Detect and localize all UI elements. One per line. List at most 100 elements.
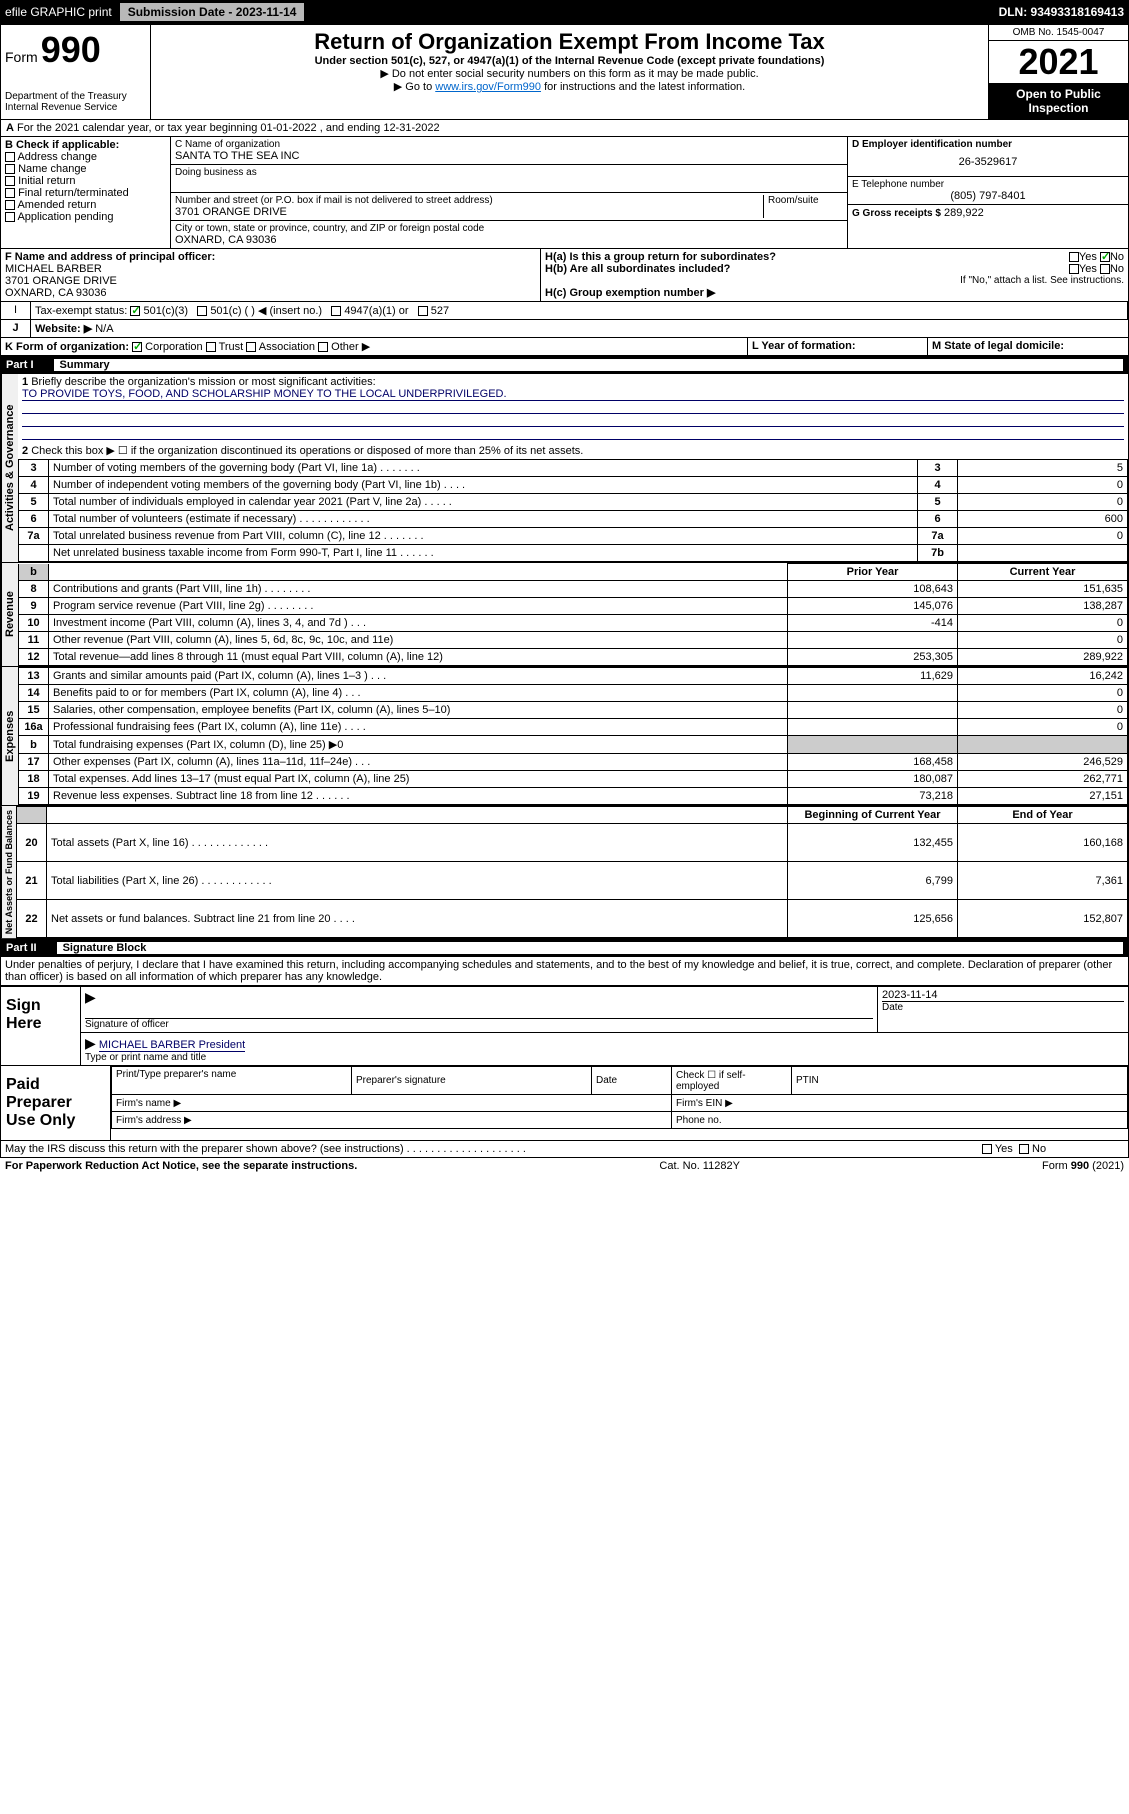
b-item: Initial return: [5, 175, 166, 187]
line-number: 3: [19, 460, 49, 477]
expenses-section: Expenses 13 Grants and similar amounts p…: [0, 667, 1129, 806]
firm-ein-label: Firm's EIN ▶: [676, 1098, 733, 1109]
may-yes[interactable]: [982, 1144, 992, 1154]
current-year-value: 16,242: [958, 668, 1128, 685]
governance-table: 3 Number of voting members of the govern…: [18, 459, 1128, 562]
officer-addr1: 3701 ORANGE DRIVE: [5, 275, 536, 287]
line-label: Total assets (Part X, line 16) . . . . .…: [47, 824, 788, 862]
line-number: 20: [17, 824, 47, 862]
line-number: 10: [19, 615, 49, 632]
line-value: 0: [958, 494, 1128, 511]
self-employed-label: Check ☐ if self-employed: [676, 1070, 787, 1092]
submission-date-btn[interactable]: Submission Date - 2023-11-14: [120, 3, 305, 21]
checkbox-address[interactable]: [5, 152, 15, 162]
may-irs-row: May the IRS discuss this return with the…: [0, 1141, 1129, 1158]
current-year-value: 0: [958, 632, 1128, 649]
print-name-label: Print/Type preparer's name: [116, 1069, 347, 1080]
line-label: Number of independent voting members of …: [49, 477, 918, 494]
cb-other[interactable]: [318, 342, 328, 352]
g-label: G Gross receipts $: [852, 208, 941, 219]
line-label: Total unrelated business revenue from Pa…: [49, 528, 918, 545]
cb-4947[interactable]: [331, 306, 341, 316]
cb-trust[interactable]: [206, 342, 216, 352]
gross-receipts: 289,922: [944, 207, 984, 219]
hb-no[interactable]: [1100, 264, 1110, 274]
prior-year-value: [788, 736, 958, 754]
ha-no[interactable]: [1100, 252, 1110, 262]
cb-501c3[interactable]: [130, 306, 140, 316]
line-label: Other revenue (Part VIII, column (A), li…: [49, 632, 788, 649]
line-label: Net assets or fund balances. Subtract li…: [47, 900, 788, 938]
line-label: Total number of individuals employed in …: [49, 494, 918, 511]
current-year-value: 151,635: [958, 581, 1128, 598]
street: 3701 ORANGE DRIVE: [175, 206, 763, 218]
ha-label: H(a) Is this a group return for subordin…: [545, 251, 776, 263]
line-number: 12: [19, 649, 49, 666]
cb-527[interactable]: [418, 306, 428, 316]
warn2-pre: ▶ Go to: [394, 81, 435, 93]
phone: (805) 797-8401: [852, 190, 1124, 202]
prior-year-value: [788, 632, 958, 649]
line-number: 19: [19, 788, 49, 805]
penalties-text: Under penalties of perjury, I declare th…: [0, 957, 1129, 986]
f-label: F Name and address of principal officer:: [5, 251, 536, 263]
line-number: 8: [19, 581, 49, 598]
checkbox-initial[interactable]: [5, 176, 15, 186]
current-year-value: 160,168: [958, 824, 1128, 862]
prior-year-value: -414: [788, 615, 958, 632]
officer-addr2: OXNARD, CA 93036: [5, 287, 536, 299]
sig-date: 2023-11-14: [882, 989, 1124, 1001]
checkbox-application[interactable]: [5, 212, 15, 222]
current-year-value: 0: [958, 685, 1128, 702]
tax-year: 2021: [989, 41, 1128, 83]
firm-addr-label: Firm's address ▶: [116, 1115, 192, 1126]
cb-assoc[interactable]: [246, 342, 256, 352]
part2-header: Part II Signature Block: [0, 939, 1129, 957]
current-year-value: 289,922: [958, 649, 1128, 666]
line-number: 14: [19, 685, 49, 702]
type-label: Type or print name and title: [85, 1052, 1124, 1063]
warn2: ▶ Go to www.irs.gov/Form990 for instruct…: [155, 80, 984, 93]
footer: For Paperwork Reduction Act Notice, see …: [0, 1158, 1129, 1174]
irs-link[interactable]: www.irs.gov/Form990: [435, 81, 541, 93]
room-label: Room/suite: [768, 195, 843, 206]
org-name: SANTA TO THE SEA INC: [175, 150, 843, 162]
current-year-value: 27,151: [958, 788, 1128, 805]
prior-year-value: 6,799: [788, 862, 958, 900]
line-label: Total number of volunteers (estimate if …: [49, 511, 918, 528]
cb-corp[interactable]: [132, 342, 142, 352]
ha-yes[interactable]: [1069, 252, 1079, 262]
b-item: Amended return: [5, 199, 166, 211]
hb-label: H(b) Are all subordinates included?: [545, 263, 730, 275]
checkbox-final[interactable]: [5, 188, 15, 198]
cb-501c[interactable]: [197, 306, 207, 316]
prior-year-value: 11,629: [788, 668, 958, 685]
line-number: [19, 545, 49, 562]
checkbox-amended[interactable]: [5, 200, 15, 210]
line-box: 3: [918, 460, 958, 477]
line-label: Net unrelated business taxable income fr…: [49, 545, 918, 562]
website: N/A: [95, 323, 113, 335]
sign-here-section: Sign Here ▶ Signature of officer 2023-11…: [0, 986, 1129, 1066]
cat-no: Cat. No. 11282Y: [659, 1160, 740, 1172]
line2: Check this box ▶ ☐ if the organization d…: [31, 445, 583, 457]
hb-yes[interactable]: [1069, 264, 1079, 274]
line-number: 4: [19, 477, 49, 494]
street-label: Number and street (or P.O. box if mail i…: [175, 195, 763, 206]
calendar-text: For the 2021 calendar year, or tax year …: [17, 122, 440, 134]
line-box: 6: [918, 511, 958, 528]
current-year-value: 0: [958, 719, 1128, 736]
d-label: D Employer identification number: [852, 139, 1124, 150]
line-box: 7b: [918, 545, 958, 562]
prior-year-value: 168,458: [788, 754, 958, 771]
checkbox-name[interactable]: [5, 164, 15, 174]
line-label: Total liabilities (Part X, line 26) . . …: [47, 862, 788, 900]
may-no[interactable]: [1019, 1144, 1029, 1154]
k-l-m-row: K Form of organization: Corporation Trus…: [0, 338, 1129, 356]
form-header: Form 990 Department of the Treasury Inte…: [0, 24, 1129, 120]
prior-year-value: 125,656: [788, 900, 958, 938]
dba-label: Doing business as: [175, 167, 843, 178]
net-label: Net Assets or Fund Balances: [1, 806, 16, 938]
omb-number: OMB No. 1545-0047: [989, 25, 1128, 41]
line-number: 9: [19, 598, 49, 615]
